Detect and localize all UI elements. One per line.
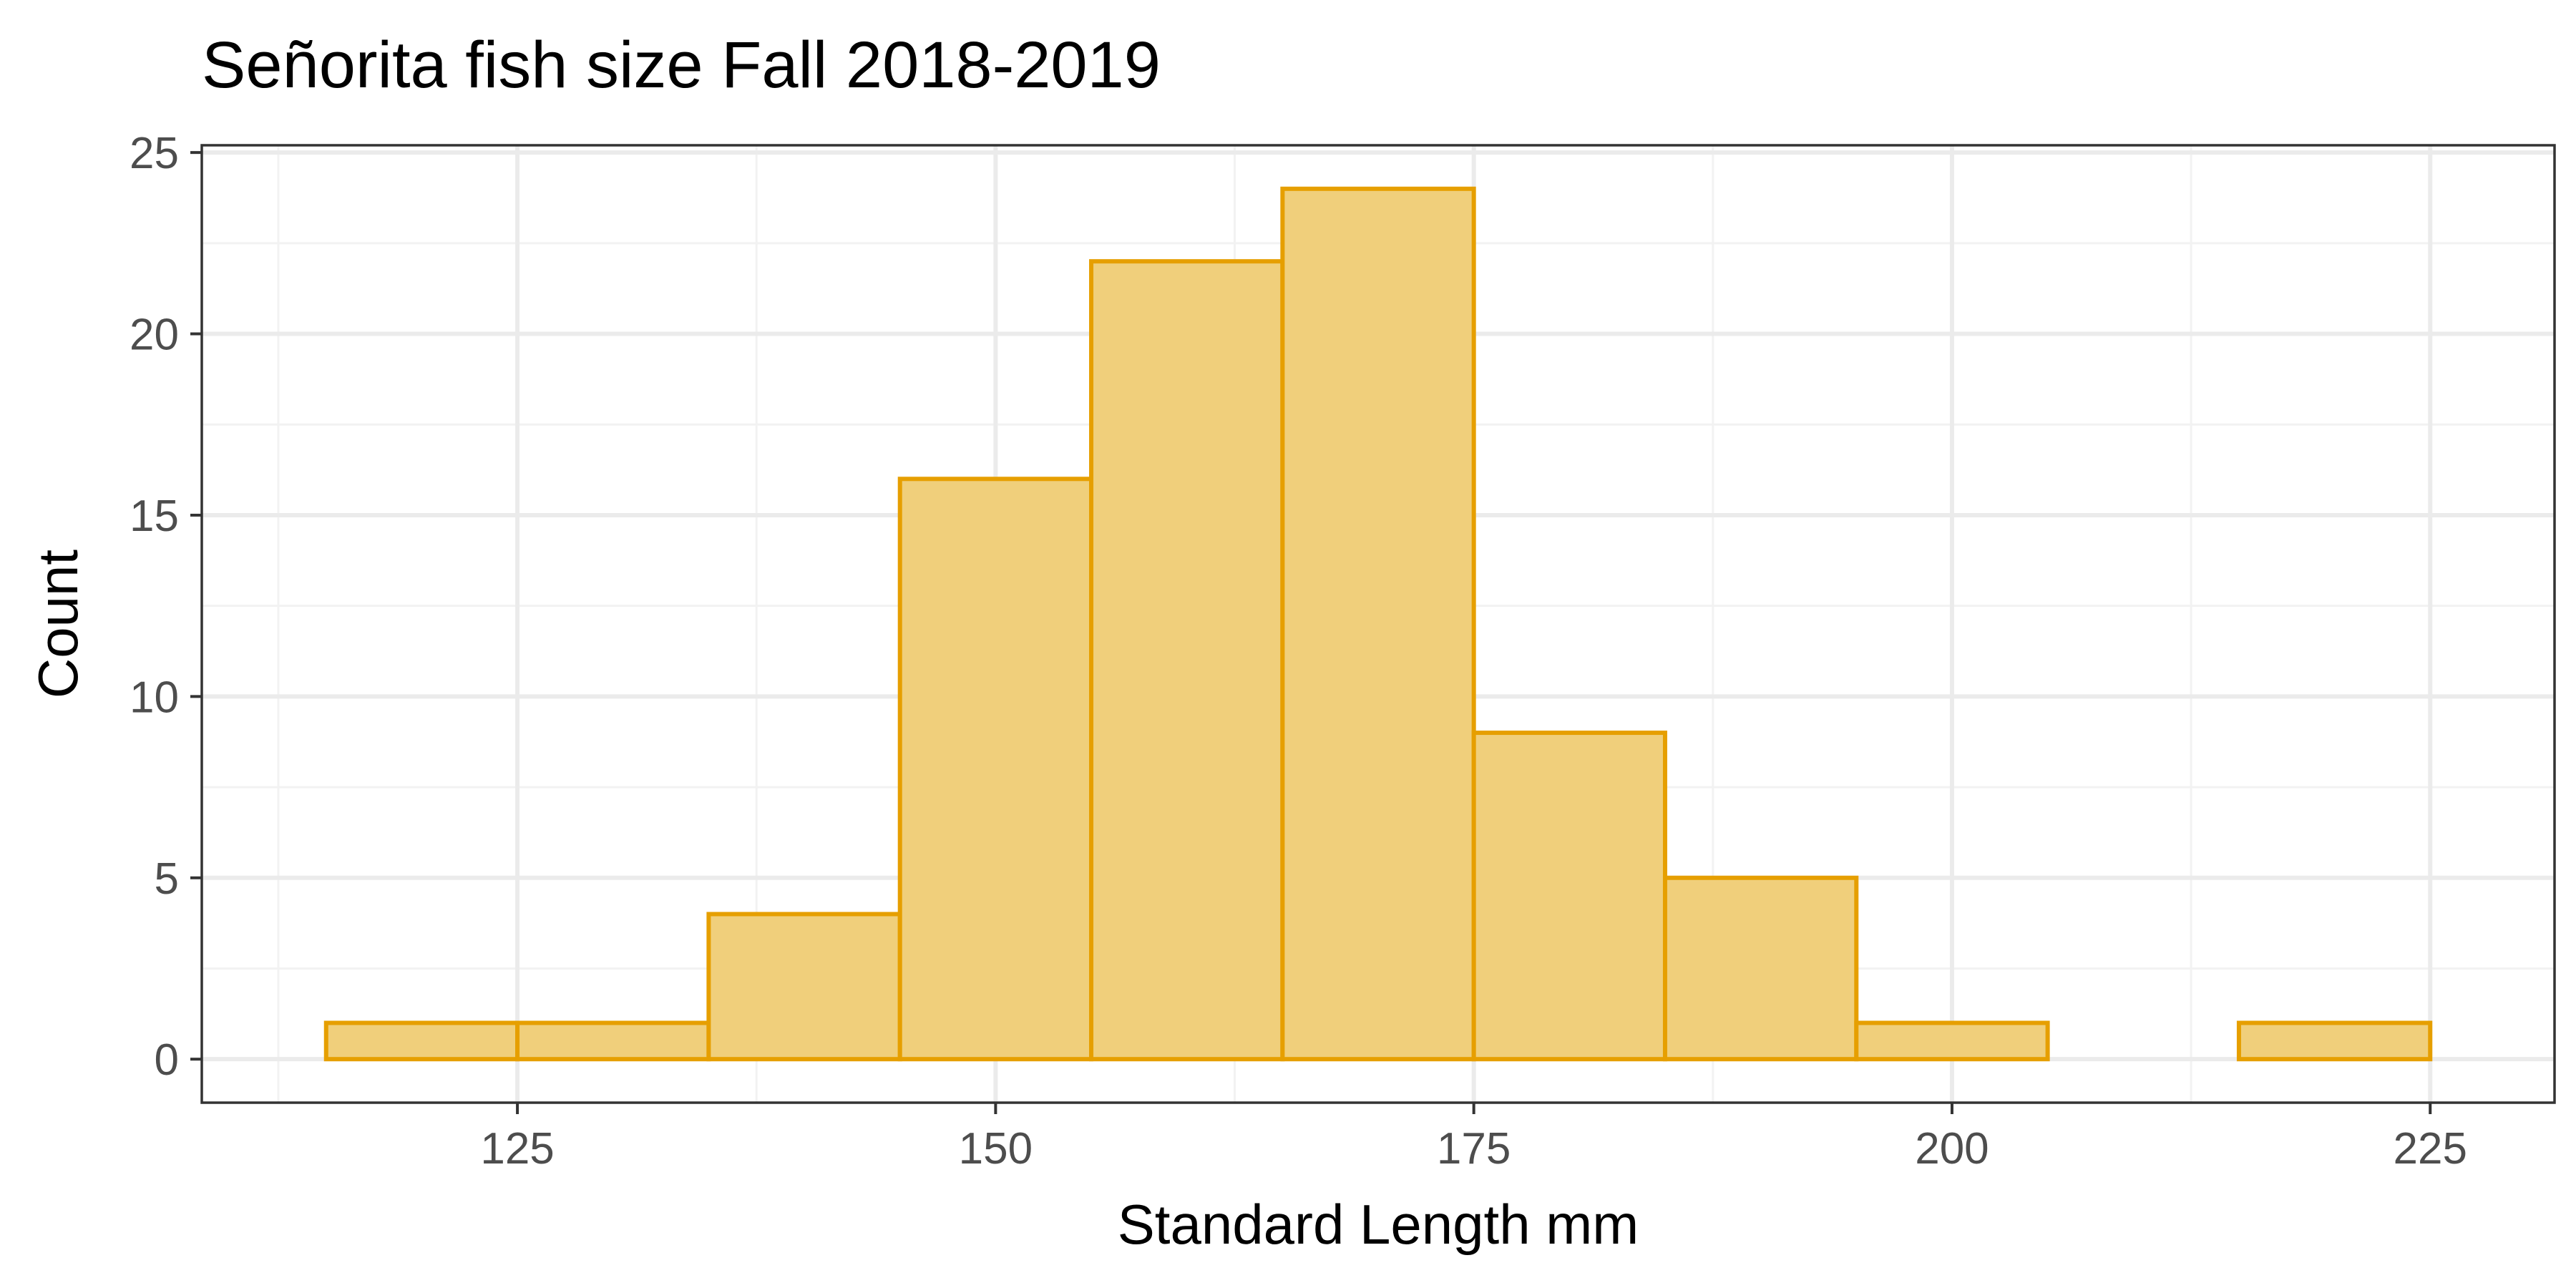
y-tick-label: 20 — [130, 311, 179, 360]
y-tick-label: 15 — [130, 492, 179, 541]
x-tick-label: 150 — [959, 1124, 1033, 1174]
x-axis: 125 150 175 200 225 — [480, 1103, 2467, 1174]
histogram-bar-0 — [323, 1020, 520, 1062]
y-axis-title: Count — [26, 550, 89, 698]
x-axis-title: Standard Length mm — [1118, 1193, 1639, 1256]
histogram-bar-10 — [2236, 1020, 2433, 1062]
histogram-bar-1 — [515, 1020, 711, 1062]
y-tick-label: 10 — [130, 673, 179, 722]
histogram-bar-5 — [1280, 186, 1476, 1062]
histogram-bar-8 — [1854, 1020, 2050, 1062]
chart-title: Señorita fish size Fall 2018-2019 — [202, 29, 1161, 102]
histogram-bars — [323, 186, 2433, 1062]
histogram-bar-7 — [1662, 875, 1859, 1062]
plot-panel-border — [200, 144, 2556, 1104]
histogram-bar-3 — [897, 477, 1094, 1062]
x-tick-label: 225 — [2394, 1124, 2467, 1174]
histogram-bar-2 — [706, 912, 902, 1062]
histogram-bar-4 — [1089, 259, 1285, 1062]
y-tick-label: 5 — [155, 854, 179, 904]
x-tick-label: 200 — [1915, 1124, 1989, 1174]
x-tick-label: 175 — [1437, 1124, 1511, 1174]
y-tick-label: 0 — [155, 1035, 179, 1085]
histogram-bar-6 — [1471, 731, 1667, 1062]
y-axis: 0 5 10 15 20 25 — [130, 129, 202, 1085]
x-tick-label: 125 — [480, 1124, 554, 1174]
y-tick-label: 25 — [130, 129, 179, 178]
